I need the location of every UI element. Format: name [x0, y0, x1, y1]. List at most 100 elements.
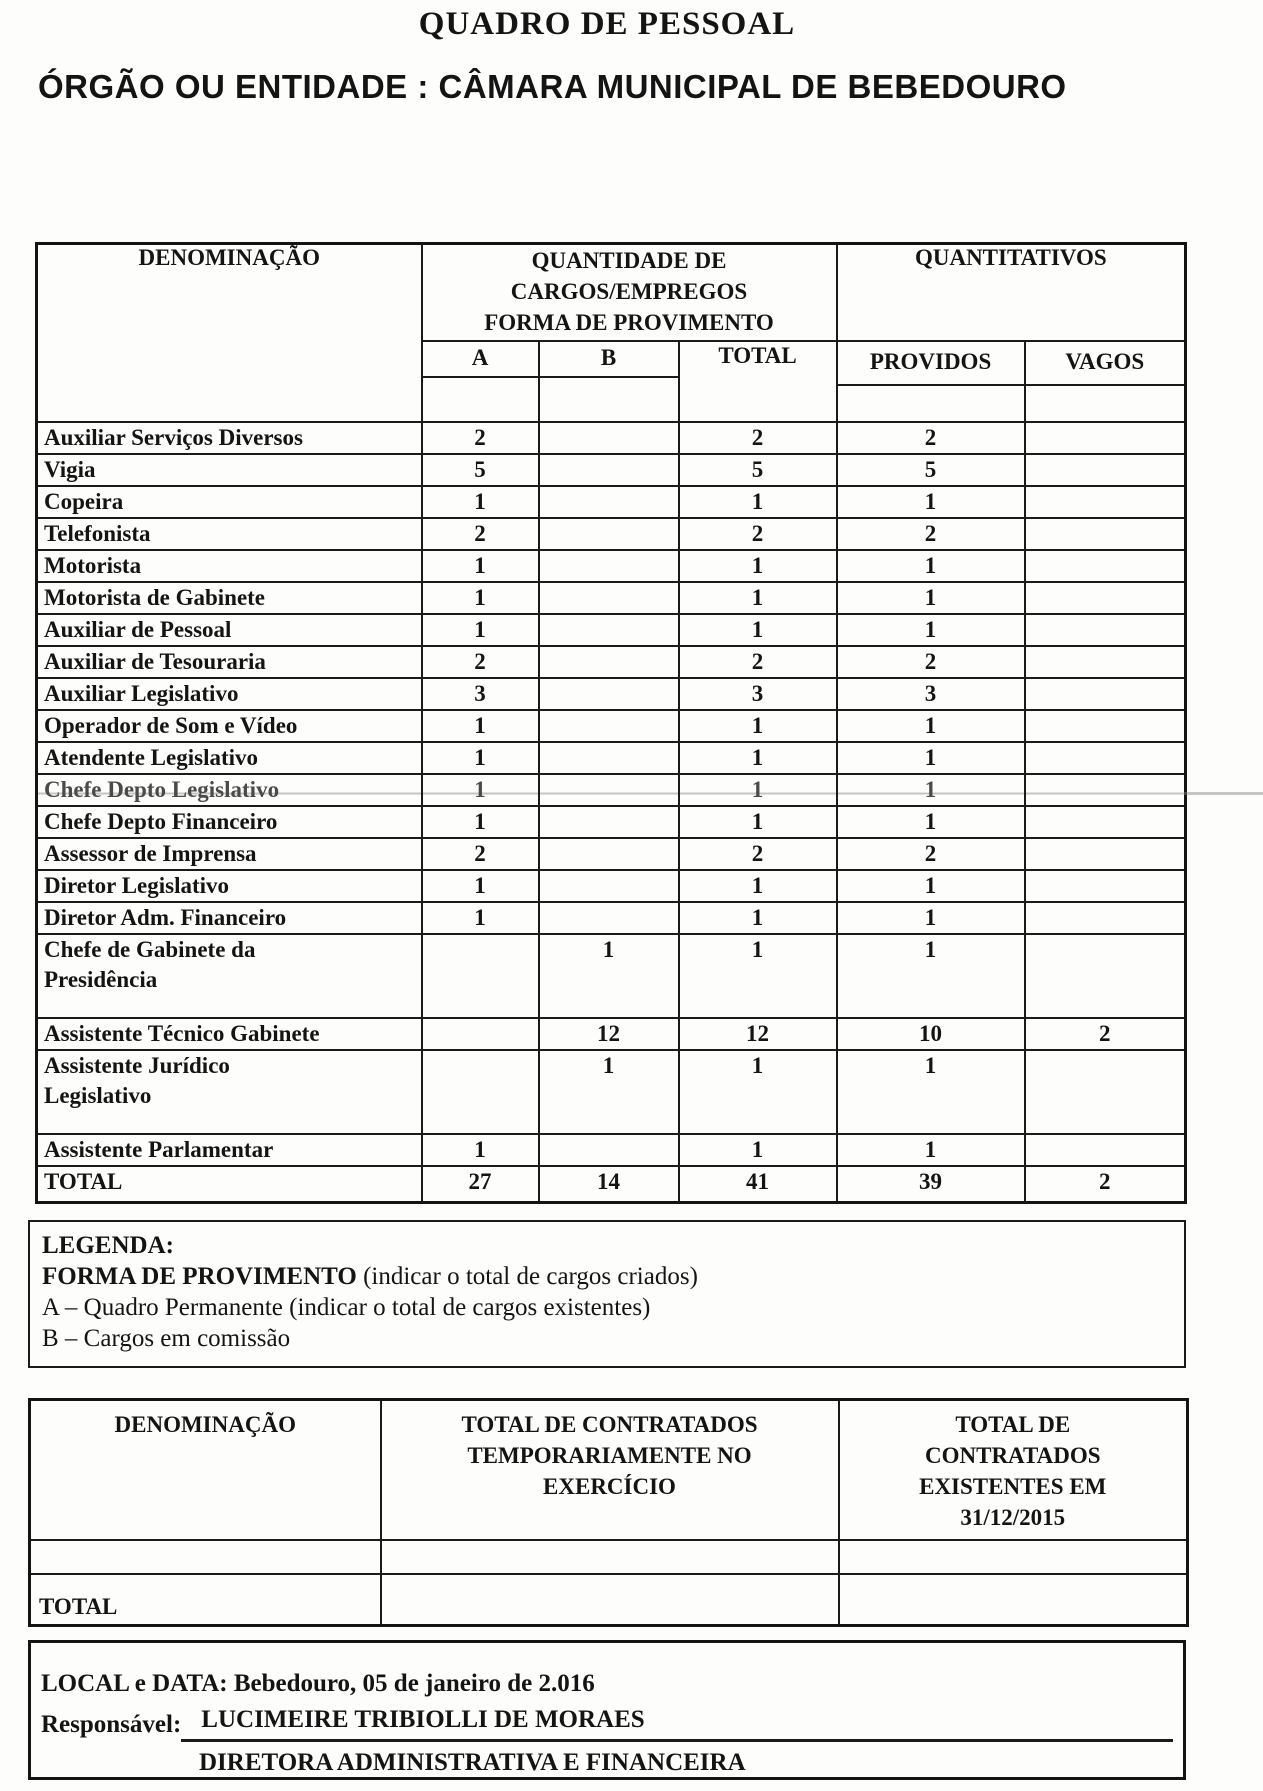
- staff-row-vagos: [1023, 452, 1187, 487]
- staff-row-b: [537, 484, 680, 519]
- signature-box: LOCAL e DATA: Bebedouro, 05 de janeiro d…: [28, 1640, 1186, 1780]
- staff-row-total: 1: [677, 708, 838, 743]
- legend-line-forma: FORMA DE PROVIMENTO (indicar o total de …: [42, 1261, 1172, 1292]
- staff-row-providos: 1: [835, 868, 1026, 903]
- staff-row-vagos: [1023, 676, 1187, 711]
- contract-total-label: TOTAL: [28, 1572, 382, 1627]
- col-header-providos: PROVIDOS: [835, 339, 1026, 423]
- contract-total-existentes: [837, 1572, 1189, 1627]
- staff-row-a: 1: [420, 868, 540, 903]
- staff-row-a: 3: [420, 676, 540, 711]
- staff-row-total: 1: [677, 900, 838, 935]
- staff-row-a: 1: [420, 900, 540, 935]
- staff-row-denominacao: Assessor de Imprensa: [35, 836, 423, 871]
- staff-row: Assistente Jurídico Legislativo 1 1 1: [35, 1048, 1187, 1135]
- staff-row-total: 3: [677, 676, 838, 711]
- staff-row-denominacao: Assistente Parlamentar: [35, 1132, 423, 1167]
- staff-row-b: [537, 868, 680, 903]
- staff-row-a: 2: [420, 516, 540, 551]
- staff-row-vagos: [1023, 932, 1187, 1019]
- staff-row: Auxiliar de Pessoal 1 1 1: [35, 612, 1187, 647]
- staff-row: Chefe Depto Legislativo 1 1 1: [35, 772, 1187, 807]
- staff-row-vagos: [1023, 740, 1187, 775]
- contracted-table-header: DENOMINAÇÃO TOTAL DE CONTRATADOS TEMPORA…: [28, 1398, 1189, 1541]
- col-header-vagos: VAGOS: [1023, 339, 1187, 423]
- staff-row-total: 2: [677, 644, 838, 679]
- staff-row-total: 1: [677, 612, 838, 647]
- staff-row-vagos: [1023, 612, 1187, 647]
- staff-row-b: [537, 772, 680, 807]
- staff-row-denominacao: Diretor Adm. Financeiro: [35, 900, 423, 935]
- staff-row-total: 1: [677, 868, 838, 903]
- staff-row-denominacao: Telefonista: [35, 516, 423, 551]
- staff-row-total: 2: [677, 836, 838, 871]
- staff-row-b: [537, 644, 680, 679]
- staff-row-b: [537, 548, 680, 583]
- staff-row-vagos: [1023, 708, 1187, 743]
- staff-row-vagos: [1023, 644, 1187, 679]
- col-header-vagos-label: VAGOS: [1026, 343, 1184, 386]
- staff-row: Diretor Adm. Financeiro 1 1 1: [35, 900, 1187, 935]
- staff-row: Vigia 5 5 5: [35, 452, 1187, 487]
- staff-row-total: 2: [677, 516, 838, 551]
- staff-row-providos: 1: [835, 484, 1026, 519]
- staff-row-b: [537, 804, 680, 839]
- staff-row: Auxiliar de Tesouraria 2 2 2: [35, 644, 1187, 679]
- contract-total-row: TOTAL: [28, 1572, 1189, 1627]
- col-header-a: A: [420, 339, 540, 423]
- col-header-b: B: [537, 339, 680, 423]
- staff-row-total: 1: [677, 772, 838, 807]
- staff-row-providos: 1: [835, 580, 1026, 615]
- staff-row-total: 1: [677, 548, 838, 583]
- staff-row-providos: 1: [835, 804, 1026, 839]
- responsavel-line: Responsável: LUCIMEIRE TRIBIOLLI DE MORA…: [41, 1703, 1173, 1742]
- contract-total-temporarios: [379, 1572, 840, 1627]
- staff-row-a: 2: [420, 836, 540, 871]
- staff-row-vagos: [1023, 580, 1187, 615]
- contract-empty-row: [28, 1538, 1189, 1575]
- col-header-total: TOTAL: [677, 339, 838, 423]
- staff-row-b: [537, 836, 680, 871]
- col-header-a-label: A: [423, 343, 537, 378]
- staff-row-denominacao: Atendente Legislativo: [35, 740, 423, 775]
- organ-entity-heading: ÓRGÃO OU ENTIDADE : CÂMARA MUNICIPAL DE …: [38, 68, 1067, 105]
- legend-box: LEGENDA: FORMA DE PROVIMENTO (indicar o …: [28, 1220, 1186, 1368]
- staff-row-b: [537, 452, 680, 487]
- staff-row-total: 12: [677, 1016, 838, 1051]
- staff-row-b: [537, 676, 680, 711]
- staff-row-vagos: [1023, 804, 1187, 839]
- legend-forma-rest: (indicar o total de cargos criados): [356, 1263, 698, 1290]
- staff-row-a: 5: [420, 452, 540, 487]
- staff-row: Operador de Som e Vídeo 1 1 1: [35, 708, 1187, 743]
- responsavel-role: DIRETORA ADMINISTRATIVA E FINANCEIRA: [199, 1749, 746, 1776]
- staff-row-denominacao: Auxiliar Serviços Diversos: [35, 420, 423, 455]
- staff-row-vagos: [1023, 548, 1187, 583]
- staff-row-providos: 2: [835, 516, 1026, 551]
- staff-row-denominacao: Chefe de Gabinete da Presidência: [35, 932, 423, 1019]
- staff-total-providos: 39: [835, 1164, 1026, 1203]
- staff-positions-table: DENOMINAÇÃO QUANTIDADE DE CARGOS/EMPREGO…: [35, 242, 1188, 1204]
- staff-row: Copeira 1 1 1: [35, 484, 1187, 519]
- staff-row-vagos: [1023, 868, 1187, 903]
- staff-total-a: 27: [420, 1164, 540, 1203]
- staff-row-denominacao: Operador de Som e Vídeo: [35, 708, 423, 743]
- staff-row-providos: 1: [835, 900, 1026, 935]
- staff-row-b: [537, 612, 680, 647]
- staff-row-total: 1: [677, 1132, 838, 1167]
- staff-row-total: 1: [677, 1048, 838, 1135]
- staff-row-providos: 1: [835, 932, 1026, 1019]
- staff-row-b: [537, 420, 680, 455]
- staff-row-a: 1: [420, 804, 540, 839]
- staff-row-providos: 1: [835, 612, 1026, 647]
- staff-row-vagos: [1023, 1132, 1187, 1167]
- staff-row-denominacao: Auxiliar de Tesouraria: [35, 644, 423, 679]
- legend-forma-bold: FORMA DE PROVIMENTO: [42, 1263, 357, 1290]
- staff-row-vagos: [1023, 836, 1187, 871]
- staff-row-vagos: 2: [1023, 1016, 1187, 1051]
- staff-row-a: 1: [420, 740, 540, 775]
- staff-row: Telefonista 2 2 2: [35, 516, 1187, 551]
- staff-row-providos: 2: [835, 836, 1026, 871]
- staff-row-providos: 2: [835, 420, 1026, 455]
- staff-row: Assistente Técnico Gabinete 12 12 10 2: [35, 1016, 1187, 1051]
